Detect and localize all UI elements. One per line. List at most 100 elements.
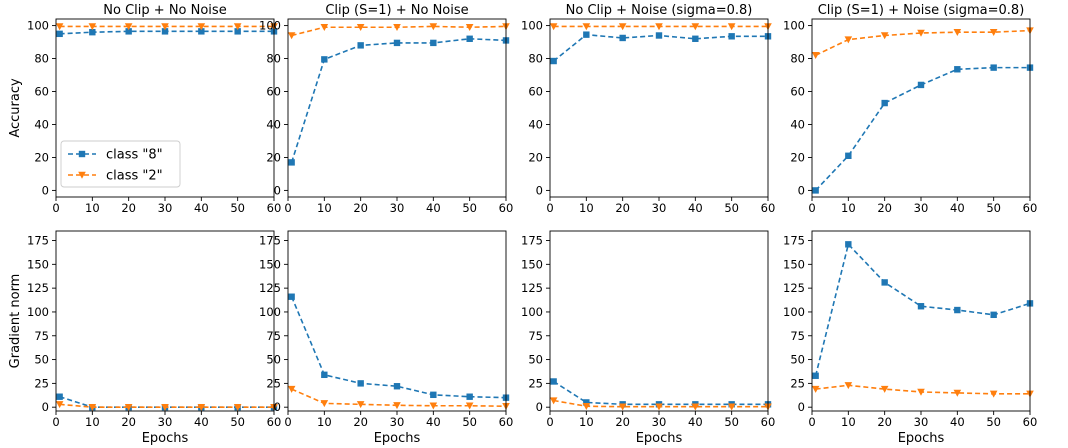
y-tick-label: 100 <box>783 305 805 319</box>
data-point-class-8-5 <box>728 33 735 40</box>
y-tick-label: 0 <box>42 183 49 197</box>
x-tick-label: 40 <box>194 415 209 429</box>
x-tick-label: 50 <box>986 201 1001 215</box>
x-tick-label: 30 <box>390 415 405 429</box>
data-point-class-2-2 <box>124 23 133 31</box>
x-axis-label: Epochs <box>374 431 421 446</box>
x-tick-label: 40 <box>688 415 703 429</box>
data-point-class-2-0 <box>287 32 296 40</box>
data-point-class-2-1 <box>320 24 329 32</box>
data-point-class-8-1 <box>321 56 328 63</box>
data-point-class-8-0 <box>812 372 819 379</box>
data-point-class-2-0 <box>55 401 64 409</box>
x-tick-label: 10 <box>579 415 594 429</box>
x-tick-label: 50 <box>462 415 477 429</box>
y-tick-label: 175 <box>27 234 49 248</box>
x-tick-label: 40 <box>688 201 703 215</box>
data-point-class-2-3 <box>161 23 169 31</box>
x-tick-label: 0 <box>546 415 553 429</box>
data-point-class-8-3 <box>655 32 663 39</box>
y-tick-label: 25 <box>266 376 281 390</box>
y-tick-label: 60 <box>266 85 281 99</box>
x-tick-label: 30 <box>914 415 929 429</box>
x-tick-label: 50 <box>462 201 477 215</box>
data-point-class-8-5 <box>466 393 473 400</box>
y-tick-label: 100 <box>27 19 49 33</box>
y-tick-label: 150 <box>521 257 543 271</box>
y-tick-label: 150 <box>27 257 49 271</box>
data-point-class-2-0 <box>811 385 820 393</box>
x-axis-label: Epochs <box>636 431 683 446</box>
x-tick-label: 60 <box>761 201 776 215</box>
data-point-class-2-3 <box>393 402 401 410</box>
data-point-class-8-1 <box>583 31 590 38</box>
x-tick-label: 30 <box>158 201 173 215</box>
data-point-class-8-0 <box>550 378 557 385</box>
y-tick-label: 25 <box>34 376 49 390</box>
y-tick-label: 50 <box>266 353 281 367</box>
data-point-class-8-2 <box>357 380 364 387</box>
x-tick-label: 50 <box>724 201 739 215</box>
y-tick-label: 75 <box>528 329 543 343</box>
data-point-class-2-0 <box>811 52 820 60</box>
panel-r0-c2: 0 10 20 30 40 50 60 0 20 40 60 80 100 No Clip + Noise… <box>521 3 775 215</box>
data-point-class-2-5 <box>989 390 998 398</box>
data-point-class-8-2 <box>125 28 132 35</box>
y-tick-label: 25 <box>790 376 805 390</box>
data-point-class-8-0 <box>288 293 295 300</box>
x-tick-label: 40 <box>950 201 965 215</box>
legend: class "8" class "2" <box>60 140 181 188</box>
y-tick-label: 0 <box>798 400 805 414</box>
data-point-class-2-4 <box>429 402 438 410</box>
x-tick-label: 50 <box>986 415 1001 429</box>
panel-title: Clip (S=1) + Noise (sigma=0.8) <box>818 3 1025 18</box>
y-tick-label: 25 <box>528 376 543 390</box>
x-tick-label: 20 <box>615 415 630 429</box>
y-tick-label: 60 <box>34 85 49 99</box>
data-point-class-2-5 <box>233 23 242 31</box>
panel-title: No Clip + No Noise <box>103 3 226 18</box>
y-tick-label: 125 <box>259 281 281 295</box>
data-point-class-8-1 <box>321 371 328 379</box>
data-point-class-2-1 <box>582 403 591 411</box>
data-point-class-8-2 <box>881 279 888 286</box>
data-point-class-2-2 <box>124 403 133 411</box>
y-tick-label: 20 <box>790 150 805 164</box>
x-tick-label: 60 <box>499 201 514 215</box>
data-point-class-8-4 <box>430 391 437 399</box>
x-tick-label: 60 <box>1023 201 1038 215</box>
y-tick-label: 100 <box>521 19 543 33</box>
y-tick-label: 75 <box>34 329 49 343</box>
data-point-class-2-1 <box>88 23 97 31</box>
x-tick-label: 50 <box>230 415 245 429</box>
data-point-class-8-2 <box>357 42 364 49</box>
y-tick-label: 20 <box>266 150 281 164</box>
x-tick-label: 50 <box>724 415 739 429</box>
data-point-class-2-1 <box>320 400 329 408</box>
y-tick-label: 20 <box>34 150 49 164</box>
x-tick-label: 60 <box>267 201 282 215</box>
x-tick-label: 30 <box>914 201 929 215</box>
data-point-class-2-3 <box>655 403 663 411</box>
data-point-class-2-2 <box>880 32 889 40</box>
data-point-class-2-4 <box>691 403 700 411</box>
data-point-class-8-0 <box>288 159 295 166</box>
series-line-class-8 <box>814 242 1031 376</box>
data-point-class-2-4 <box>953 28 962 36</box>
panel-r0-c3: 0 10 20 30 40 50 60 0 20 40 60 80 100 Clip (S=1) + No… <box>783 3 1037 215</box>
x-tick-label: 10 <box>317 415 332 429</box>
y-tick-label: 0 <box>42 400 49 414</box>
data-point-class-8-3 <box>161 28 169 35</box>
x-tick-label: 30 <box>158 415 173 429</box>
data-point-class-2-1 <box>844 36 853 44</box>
data-point-class-2-5 <box>727 403 736 411</box>
legend-box <box>60 140 181 188</box>
x-tick-label: 30 <box>652 415 667 429</box>
y-tick-label: 175 <box>783 234 805 248</box>
y-tick-label: 0 <box>798 183 805 197</box>
x-tick-label: 20 <box>121 415 136 429</box>
data-point-class-2-5 <box>727 23 736 31</box>
data-point-class-2-3 <box>917 29 925 37</box>
x-tick-label: 0 <box>52 201 59 215</box>
series-line-class-8 <box>290 296 507 399</box>
